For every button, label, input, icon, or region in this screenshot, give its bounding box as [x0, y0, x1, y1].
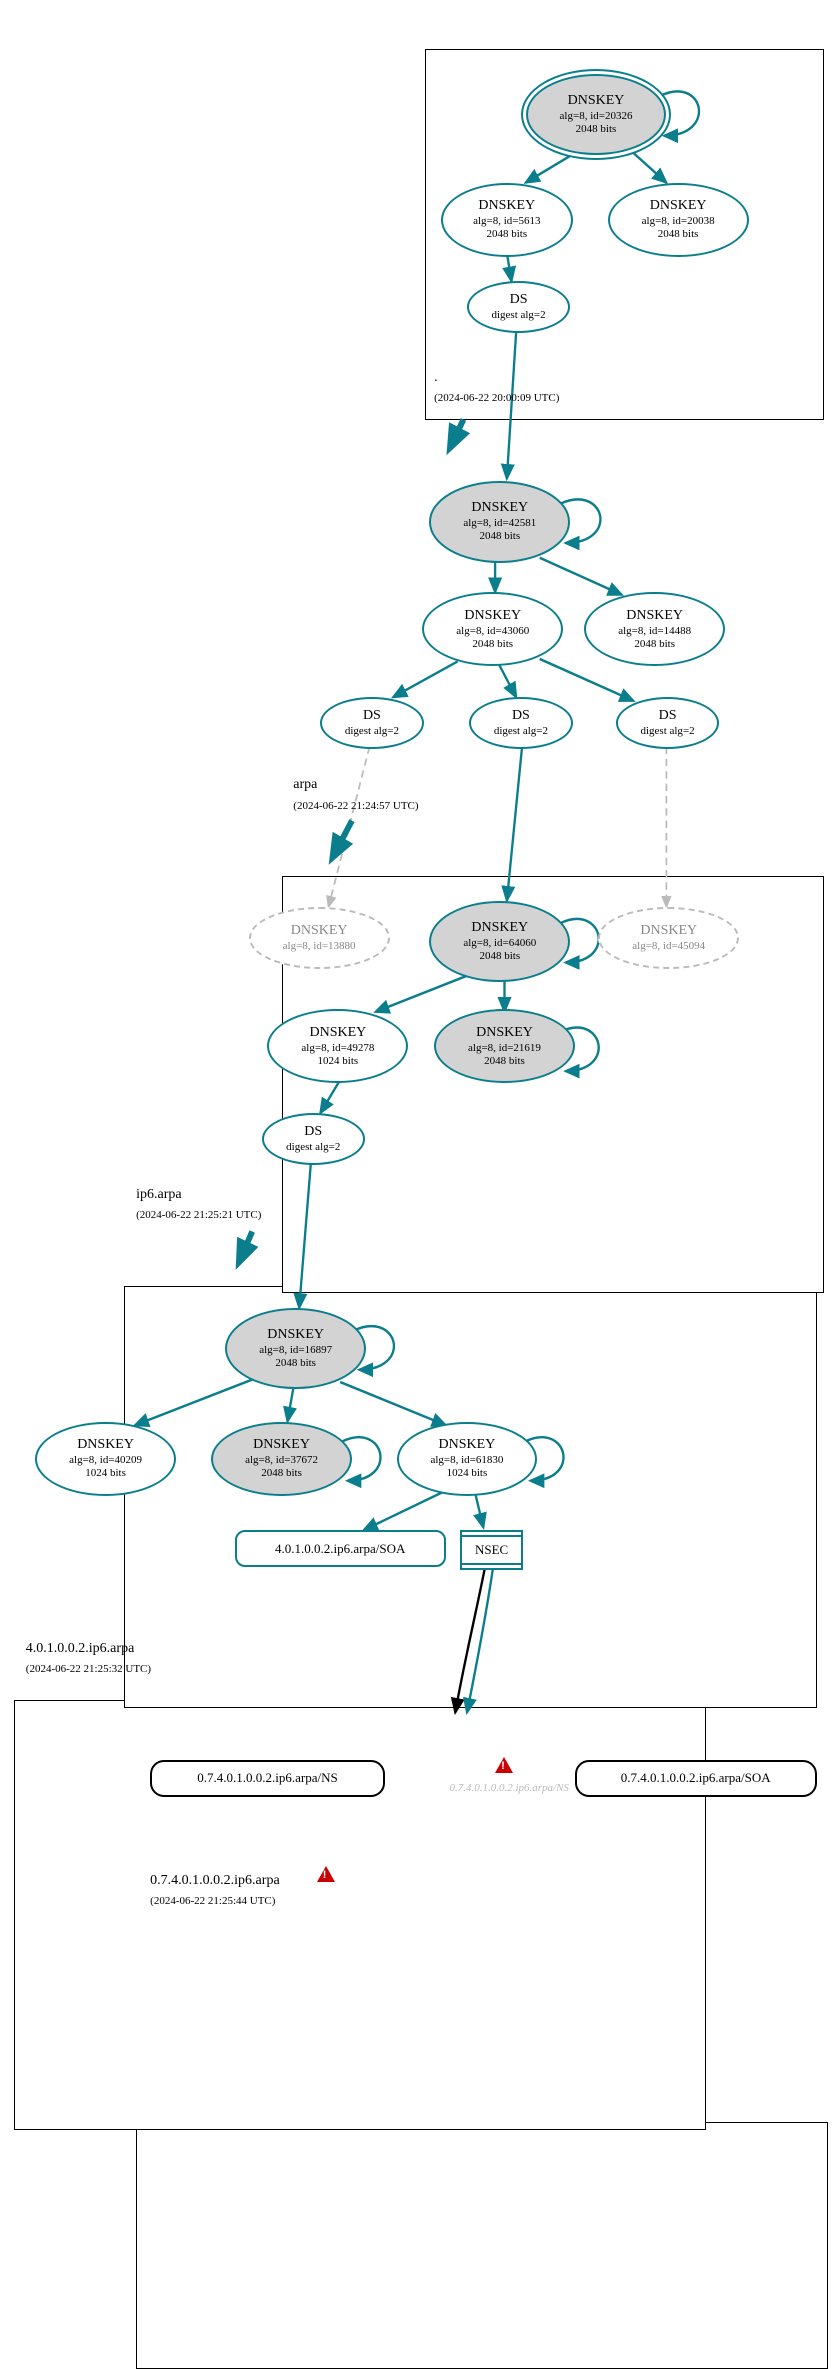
node-arpa-ds1: DS digest alg=2 [320, 697, 423, 749]
zone-label-zone5: 0.7.4.0.1.0.0.2.ip6.arpa [150, 1873, 279, 1889]
zone-ts-zone4: (2024-06-22 21:25:32 UTC) [26, 1663, 151, 1675]
node-root-zsk1: DNSKEY alg=8, id=5613 2048 bits [441, 183, 572, 257]
warning-icon [495, 1757, 513, 1773]
node-line3: 2048 bits [576, 123, 617, 136]
zone-ts-ip6arpa: (2024-06-22 21:25:21 UTC) [136, 1209, 261, 1221]
node-z4-ksk: DNSKEY alg=8, id=16897 2048 bits [225, 1308, 366, 1389]
node-z4-soa: 4.0.1.0.0.2.ip6.arpa/SOA [235, 1530, 446, 1567]
node-root-ds: DS digest alg=2 [467, 281, 570, 333]
node-ip6-ds: DS digest alg=2 [262, 1113, 365, 1165]
warning-icon-zone5 [317, 1866, 335, 1882]
zone-label-ip6arpa: ip6.arpa [136, 1187, 181, 1203]
zone-label-zone4: 4.0.1.0.0.2.ip6.arpa [26, 1641, 134, 1657]
node-z4-key2: DNSKEY alg=8, id=37672 2048 bits [211, 1422, 352, 1496]
node-arpa-ds2: DS digest alg=2 [469, 697, 572, 749]
node-arpa-zsk1: DNSKEY alg=8, id=43060 2048 bits [422, 592, 563, 666]
node-root-zsk2: DNSKEY alg=8, id=20038 2048 bits [608, 183, 749, 257]
node-title: DNSKEY [568, 93, 625, 110]
node-z5-ns1: 0.7.4.0.1.0.0.2.ip6.arpa/NS [150, 1760, 385, 1797]
node-z4-key1: DNSKEY alg=8, id=40209 1024 bits [35, 1422, 176, 1496]
node-arpa-zsk2: DNSKEY alg=8, id=14488 2048 bits [584, 592, 725, 666]
node-ip6-key1: DNSKEY alg=8, id=13880 [249, 907, 390, 969]
node-z4-nsec: NSEC [460, 1530, 523, 1569]
node-arpa-ksk: DNSKEY alg=8, id=42581 2048 bits [429, 481, 570, 562]
zone-ts-arpa: (2024-06-22 21:24:57 UTC) [293, 800, 418, 812]
node-ip6-ksk: DNSKEY alg=8, id=64060 2048 bits [429, 901, 570, 982]
node-z4-key3: DNSKEY alg=8, id=61830 1024 bits [397, 1422, 538, 1496]
node-arpa-ds3: DS digest alg=2 [616, 697, 719, 749]
zone-ts-zone5: (2024-06-22 21:25:44 UTC) [150, 1895, 275, 1907]
zone-label-root: . [434, 370, 438, 386]
zone-box-zone5 [136, 2122, 828, 2369]
node-root-ksk: DNSKEY alg=8, id=20326 2048 bits [526, 74, 667, 155]
node-ip6-zsk2: DNSKEY alg=8, id=21619 2048 bits [434, 1009, 575, 1083]
node-line2: alg=8, id=20326 [560, 110, 633, 123]
zone-ts-root: (2024-06-22 20:00:09 UTC) [434, 392, 559, 404]
zone-label-arpa: arpa [293, 777, 317, 793]
node-z5-soa: 0.7.4.0.1.0.0.2.ip6.arpa/SOA [575, 1760, 817, 1797]
node-ip6-key3: DNSKEY alg=8, id=45094 [598, 907, 739, 969]
